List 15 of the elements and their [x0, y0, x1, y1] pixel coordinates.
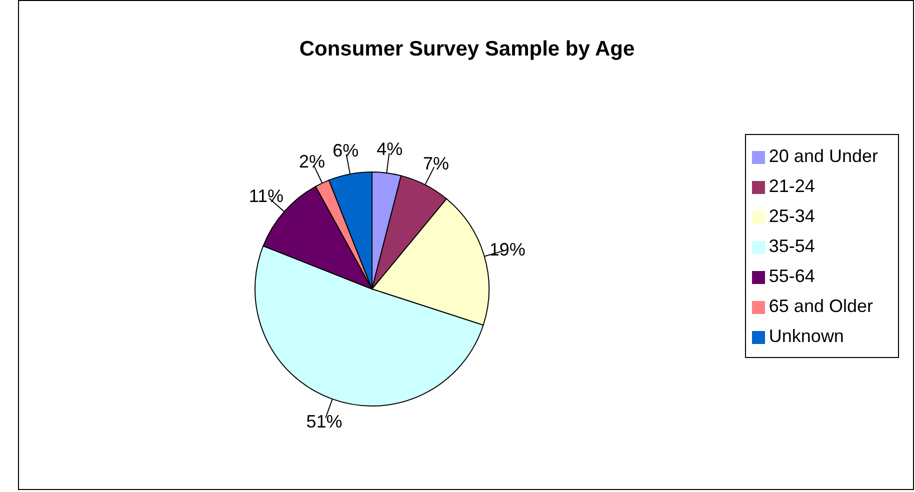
data-label: 2% [298, 151, 325, 172]
legend-label: 55-64 [768, 266, 815, 286]
legend-label: 21-24 [768, 176, 815, 196]
legend-label: 35-54 [768, 236, 815, 256]
data-label: 4% [376, 139, 403, 160]
data-label: 7% [423, 153, 450, 174]
data-label: 11% [248, 186, 284, 206]
data-label: 51% [306, 412, 342, 432]
legend-label: 65 and Older [768, 296, 873, 316]
chart-title: Consumer Survey Sample by Age [299, 38, 635, 60]
legend-label: 20 and Under [768, 146, 878, 166]
legend-label: Unknown [768, 326, 844, 346]
data-label: 19% [489, 240, 526, 260]
legend-label: 25-34 [768, 206, 815, 226]
data-label: 6% [332, 140, 359, 160]
